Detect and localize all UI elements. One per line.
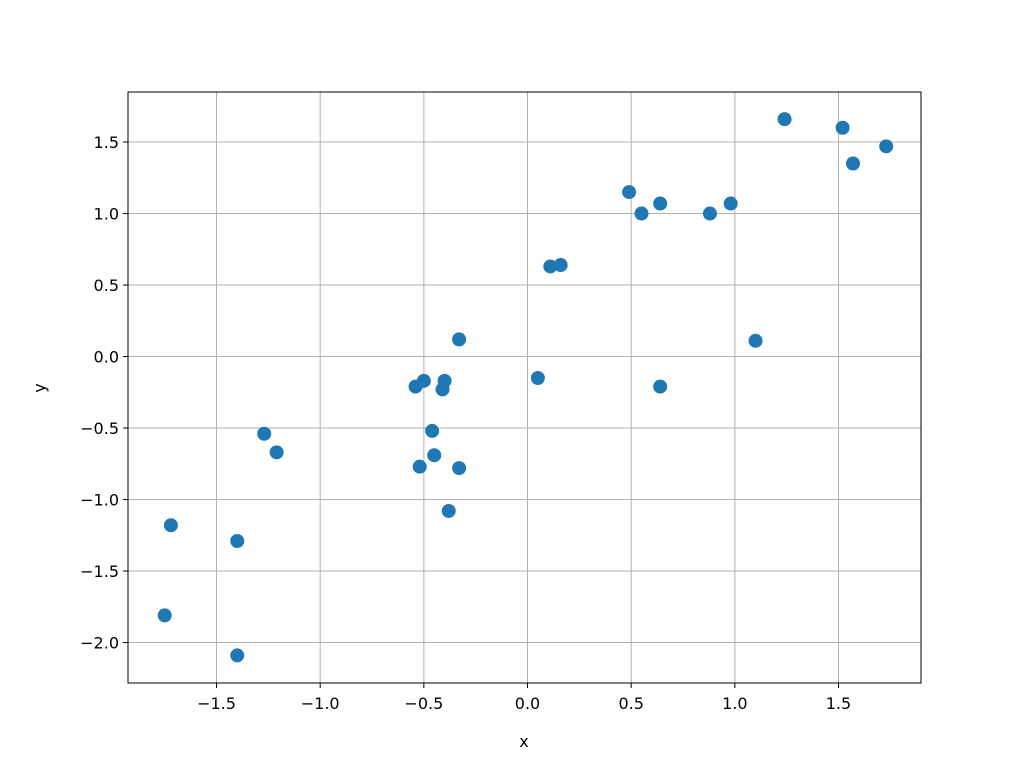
y-tick-label: 0.5: [94, 276, 119, 295]
point: [435, 382, 450, 397]
point: [452, 461, 467, 476]
point: [452, 332, 467, 347]
point: [748, 333, 763, 348]
point: [530, 370, 545, 385]
y-tick-label: −1.5: [80, 562, 119, 581]
point: [412, 459, 427, 474]
point: [416, 373, 431, 388]
point: [777, 112, 792, 127]
x-tick-label: −0.5: [404, 694, 443, 713]
point: [723, 196, 738, 211]
plot-frame: [127, 91, 922, 684]
y-tick-label: 0.0: [94, 348, 119, 367]
point: [425, 423, 440, 438]
point: [543, 259, 558, 274]
point: [634, 206, 649, 221]
point: [653, 379, 668, 394]
point: [702, 206, 717, 221]
x-tick-label: 1.0: [722, 694, 747, 713]
x-tick-label: −1.5: [197, 694, 236, 713]
point: [845, 156, 860, 171]
y-tick-label: −2.0: [80, 634, 119, 653]
point: [622, 185, 637, 200]
point: [257, 426, 272, 441]
point: [157, 608, 172, 623]
point: [879, 139, 894, 154]
y-tick-label: 1.5: [94, 133, 119, 152]
x-tick-label: 0.5: [618, 694, 643, 713]
point: [230, 648, 245, 663]
y-axis-label: y: [30, 383, 49, 392]
point: [835, 120, 850, 135]
y-tick-label: −0.5: [80, 419, 119, 438]
point: [269, 445, 284, 460]
y-tick-label: 1.0: [94, 205, 119, 224]
point: [441, 503, 456, 518]
point: [427, 448, 442, 463]
y-tick-label: −1.0: [80, 491, 119, 510]
point: [653, 196, 668, 211]
x-tick-label: 0.0: [515, 694, 540, 713]
point: [230, 534, 245, 549]
x-tick-label: 1.5: [826, 694, 851, 713]
x-axis-label: x: [519, 732, 528, 751]
x-tick-label: −1.0: [301, 694, 340, 713]
point: [163, 518, 178, 533]
point: [553, 258, 568, 273]
